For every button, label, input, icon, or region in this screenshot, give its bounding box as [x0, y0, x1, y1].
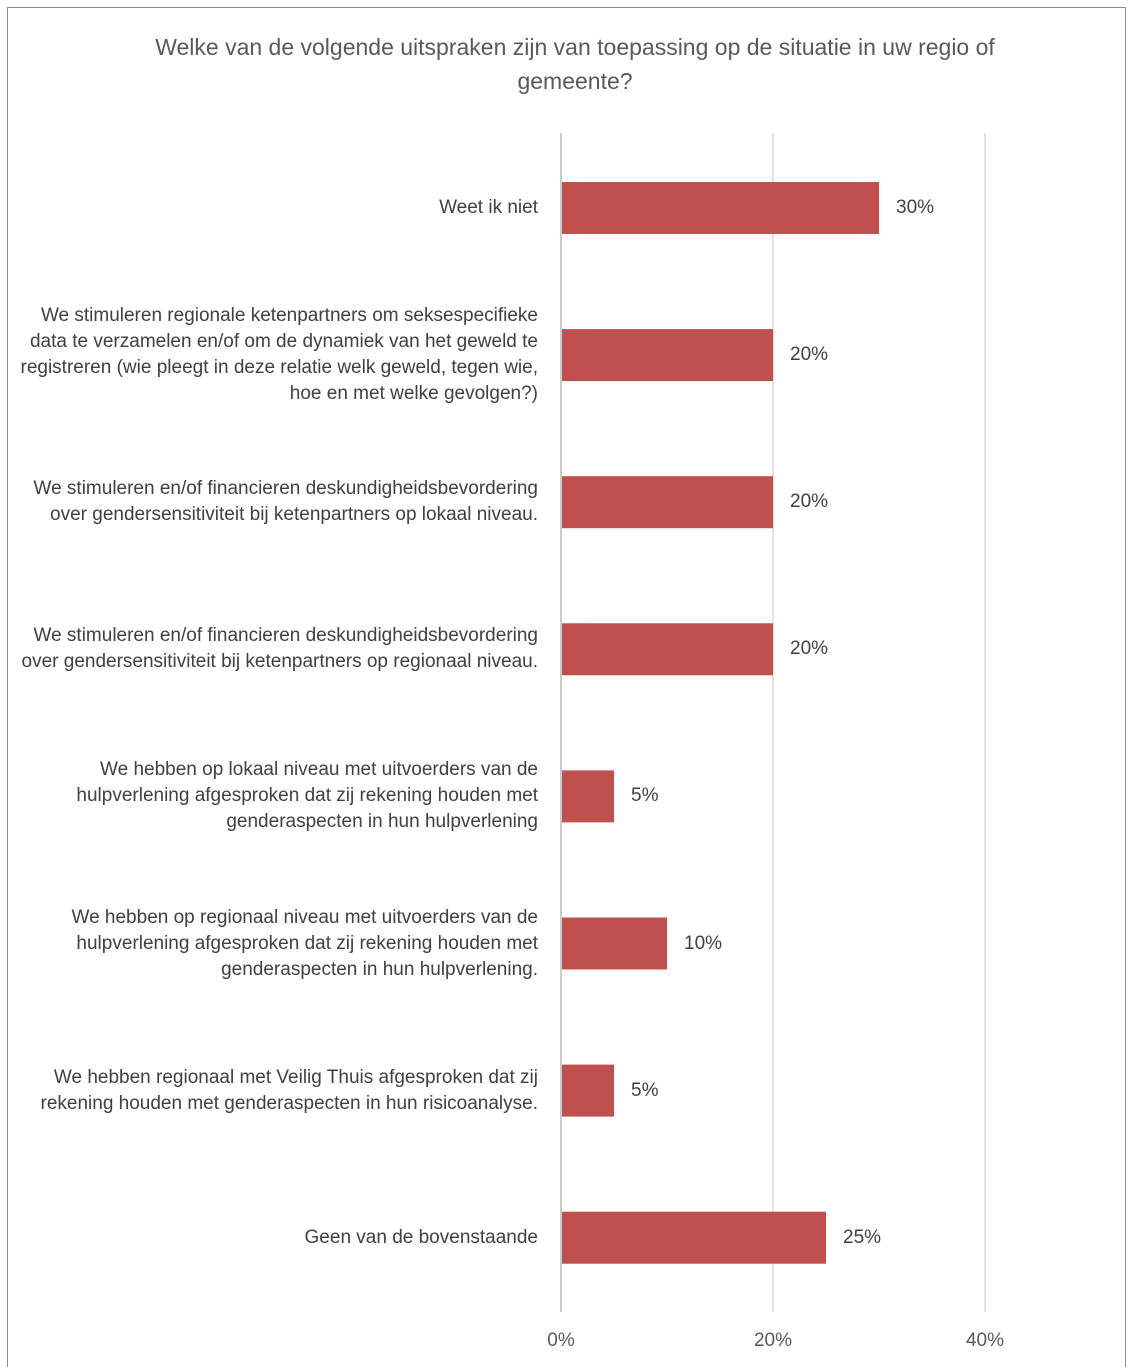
bar	[562, 623, 773, 676]
x-tick-label: 20%	[753, 1330, 793, 1351]
data-label: 5%	[631, 785, 659, 807]
category-label: Weet ik niet	[439, 197, 538, 218]
category-label: We stimuleren regionale ketenpartners om…	[20, 305, 539, 405]
bar	[562, 917, 667, 970]
data-label: 25%	[843, 1226, 882, 1248]
category-label: We hebben op regionaal niveau met uitvoe…	[71, 906, 538, 980]
bar	[562, 770, 614, 823]
bar	[562, 329, 773, 382]
data-label: 20%	[790, 491, 829, 513]
bar	[562, 476, 773, 529]
data-label: 10%	[684, 932, 723, 954]
category-label: We stimuleren en/of financieren deskundi…	[21, 625, 538, 673]
data-label: 20%	[790, 638, 829, 660]
x-tick-label: 40%	[965, 1330, 1005, 1351]
chart-title: Welke van de volgende uitspraken zijn va…	[155, 34, 995, 94]
bar	[562, 1211, 826, 1264]
data-label: 20%	[790, 344, 829, 366]
category-label: We hebben op lokaal niveau met uitvoerde…	[76, 759, 538, 833]
bar	[562, 182, 879, 234]
data-label: 30%	[896, 197, 935, 218]
category-label: We stimuleren en/of financieren deskundi…	[33, 478, 538, 526]
data-label: 5%	[631, 1079, 659, 1101]
x-tick-label: 0%	[547, 1330, 575, 1351]
bar	[562, 1064, 614, 1117]
category-label: We hebben regionaal met Veilig Thuis afg…	[40, 1066, 539, 1114]
category-label: Geen van de bovenstaande	[304, 1226, 538, 1248]
